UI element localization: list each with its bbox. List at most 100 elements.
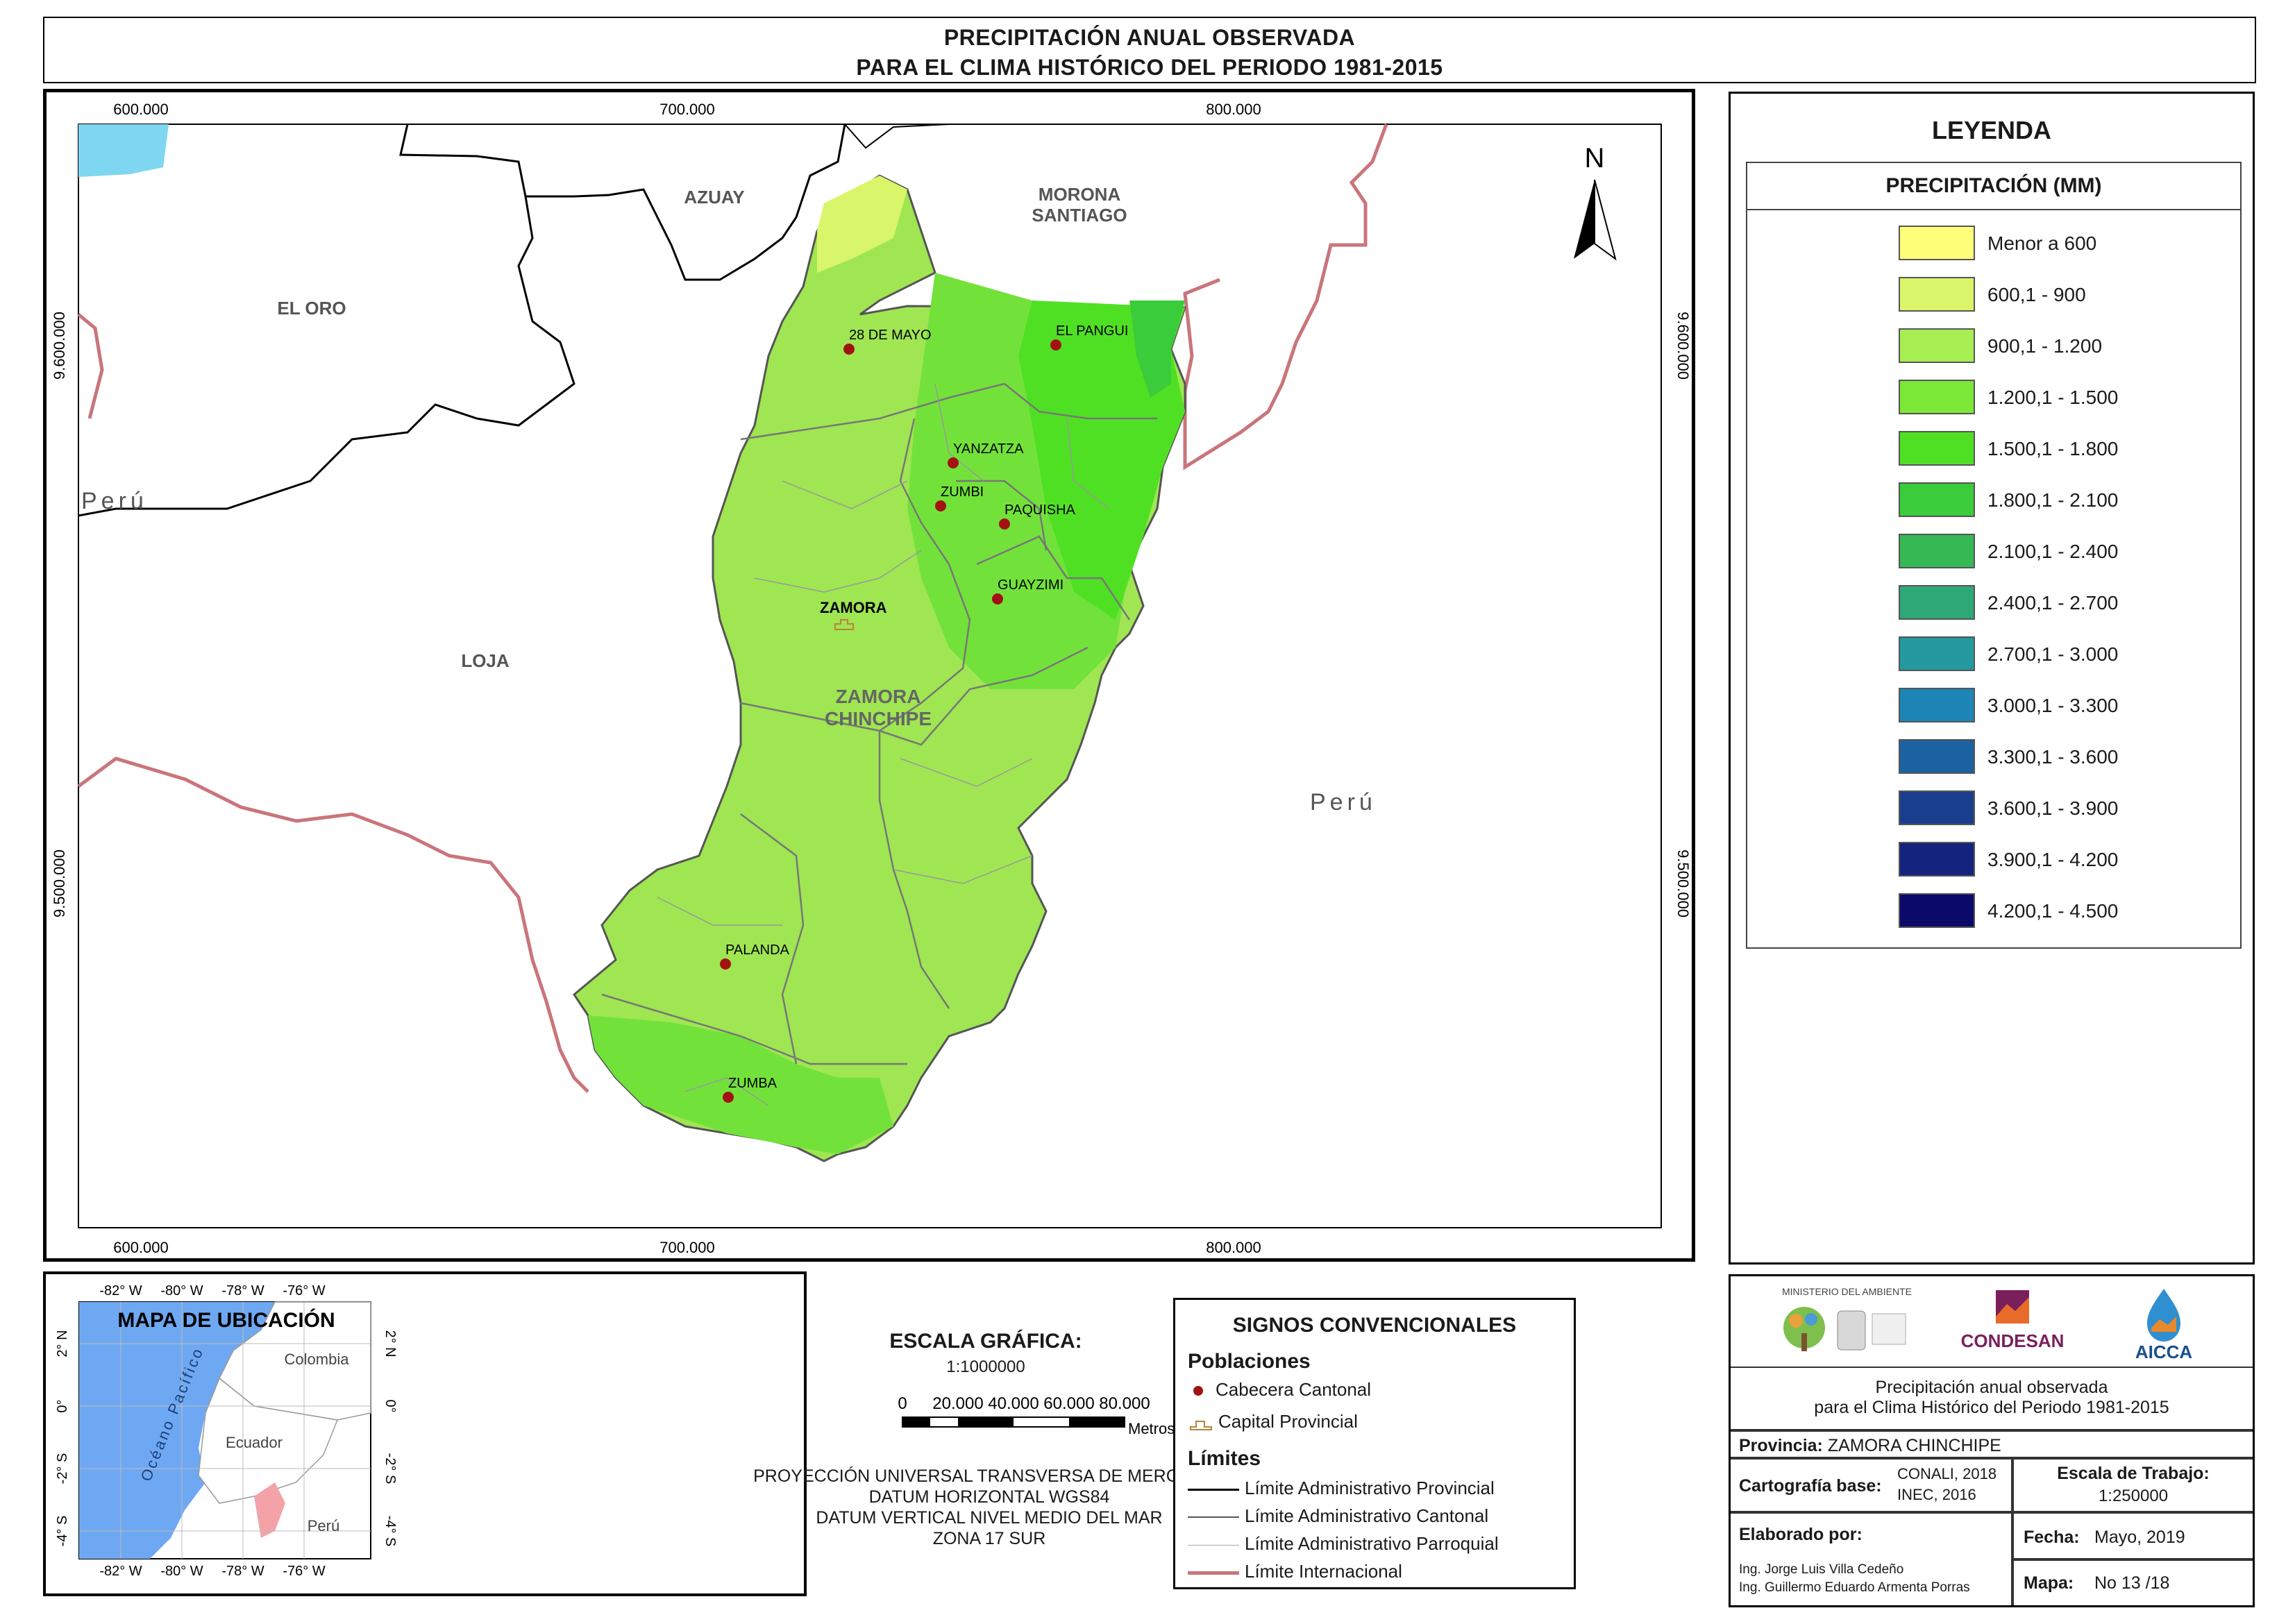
scale-title: ESCALA GRÁFICA: [889, 1330, 1082, 1353]
svg-text:N: N [1585, 143, 1605, 174]
mapa-cell: Mapa: No 13 /18 [2012, 1559, 2253, 1605]
country-label-colombia: Colombia [285, 1351, 350, 1368]
scale-tick-4: 80.000 [1099, 1394, 1150, 1413]
cantonal-boundaries [601, 382, 1157, 1065]
main-map[interactable]: 600.000 700.000 800.000 600.000 700.000 … [47, 92, 1692, 1258]
legend-label-8: 2.400,1 - 2.700 [1987, 592, 2119, 614]
mapa-label: Mapa: [2024, 1573, 2074, 1593]
condesan-logo: CONDESAN [1961, 1290, 2065, 1351]
signos-lim-cant-label: Límite Administrativo Cantonal [1245, 1505, 1489, 1526]
legend-label-11: 3.300,1 - 3.600 [1987, 746, 2119, 768]
precip-zone-south [588, 1015, 893, 1154]
svg-text:ZUMBI: ZUMBI [941, 484, 984, 500]
town-palanda[interactable]: PALANDA [720, 942, 790, 970]
label-peru-east: Perú [1310, 789, 1377, 815]
legend-inner-box: PRECIPITACIÓN (MM) Menor a 600 600,1 - 9… [1746, 162, 2242, 949]
loc-left-tick-3: -2° S [55, 1453, 70, 1485]
mapa-value: No 13 /18 [2094, 1573, 2170, 1593]
carto-label: Cartografía base: [1739, 1476, 1882, 1496]
country-label-peru: Perú [308, 1517, 339, 1534]
scale-unit: Metros [1128, 1420, 1175, 1437]
label-morona-2: SANTIAGO [1032, 205, 1127, 226]
legend-panel: LEYENDA PRECIPITACIÓN (MM) Menor a 600 6… [1729, 92, 2255, 1264]
legend-divider [1747, 209, 2240, 210]
svg-text:YANZATZA: YANZATZA [953, 441, 1024, 457]
description-line-1: Precipitación anual observada [1875, 1378, 2108, 1397]
main-map-frame: 600.000 700.000 800.000 600.000 700.000 … [43, 89, 1695, 1262]
label-loja: LOJA [461, 650, 510, 671]
ministerio-logo [1783, 1307, 1906, 1351]
y-tick-right-1: 9.600.000 [1674, 312, 1692, 380]
loc-top-tick-2: -80° W [160, 1283, 203, 1299]
legend-swatch-8 [1899, 585, 1975, 620]
legend-label-1: Menor a 600 [1987, 232, 2097, 254]
pacific-ocean [79, 1302, 275, 1559]
signos-lim-cant-row: Límite Administrativo Cantonal [1188, 1505, 1488, 1527]
signos-lim-int-row: Límite Internacional [1188, 1561, 1402, 1582]
provincial-boundary-el-oro [78, 196, 575, 517]
carto-value-2: INEC, 2016 [1897, 1486, 1976, 1503]
signos-cabecera-label: Cabecera Cantonal [1216, 1379, 1372, 1400]
legend-label-10: 3.000,1 - 3.300 [1987, 695, 2119, 716]
legend-swatch-12 [1899, 790, 1975, 825]
projection-line-3: DATUM VERTICAL NIVEL MEDIO DEL MAR [816, 1508, 1163, 1528]
legend-label-3: 900,1 - 1.200 [1987, 335, 2103, 357]
scale-tick-3: 60.000 [1043, 1394, 1094, 1413]
international-boundary-loja [77, 756, 589, 1093]
label-azuay: AZUAY [684, 187, 744, 208]
label-zamora-chinchipe-1: ZAMORA [836, 686, 921, 707]
town-zamora[interactable]: ZAMORA [820, 599, 887, 630]
scale-tick-2: 40.000 [988, 1394, 1039, 1413]
town-28-de-mayo[interactable]: 28 DE MAYO [843, 328, 932, 355]
svg-text:28 DE MAYO: 28 DE MAYO [849, 328, 932, 343]
ecuador-shape [198, 1377, 339, 1504]
loc-top-tick-1: -82° W [99, 1283, 142, 1299]
fecha-cell: Fecha: Mayo, 2019 [2012, 1512, 2253, 1559]
label-morona-1: MORONA [1039, 184, 1121, 205]
provincia-cell: Provincia: ZAMORA CHINCHIPE [1731, 1430, 2253, 1458]
loc-top-tick-3: -78° W [221, 1283, 264, 1299]
label-peru-west: Perú [81, 488, 148, 514]
loc-left-tick-1: 2° N [55, 1330, 70, 1357]
town-zumba[interactable]: ZUMBA [723, 1076, 777, 1103]
signos-lim-int-label: Límite Internacional [1245, 1561, 1402, 1582]
legend-label-4: 1.200,1 - 1.500 [1987, 387, 2119, 408]
town-yanzatza[interactable]: YANZATZA [948, 441, 1024, 468]
svg-text:ZAMORA: ZAMORA [820, 599, 887, 616]
town-el-pangui[interactable]: EL PANGUI [1050, 323, 1128, 350]
legend-swatch-4 [1899, 380, 1975, 414]
svg-text:ZUMBA: ZUMBA [728, 1076, 777, 1091]
elaborado-name-2: Ing. Guillermo Eduardo Armenta Porras [1739, 1580, 1970, 1595]
svg-text:PAQUISHA: PAQUISHA [1004, 502, 1076, 518]
legend-swatch-9 [1899, 636, 1975, 671]
signos-limites: Límites [1188, 1447, 1261, 1470]
loc-bottom-tick-2: -80° W [160, 1564, 203, 1579]
town-guayzimi[interactable]: GUAYZIMI [992, 577, 1064, 604]
ocean-patch [78, 124, 169, 177]
escala-value: 1:250000 [2098, 1487, 2169, 1505]
projection-line-1: PROYECCIÓN UNIVERSAL TRANSVERSA DE MERCA… [753, 1466, 1225, 1486]
description-cell: Precipitación anual observada para el Cl… [1731, 1367, 2253, 1430]
signos-capital-row: Capital Provincial [1188, 1411, 1358, 1432]
elaborado-cell: Elaborado por: Ing. Jorge Luis Villa Ced… [1731, 1512, 2012, 1605]
legend-swatch-13 [1899, 842, 1975, 877]
town-paquisha[interactable]: PAQUISHA [999, 502, 1076, 530]
town-zumbi[interactable]: ZUMBI [935, 484, 984, 511]
svg-text:EL PANGUI: EL PANGUI [1056, 323, 1128, 339]
logo-condesan-text: CONDESAN [1961, 1330, 2065, 1351]
loc-bottom-tick-1: -82° W [99, 1564, 142, 1579]
svg-text:PALANDA: PALANDA [725, 942, 790, 958]
location-map[interactable]: -82° W -80° W -78° W -76° W -82° W -80° … [46, 1274, 804, 1593]
signos-lim-prov-label: Límite Administrativo Provincial [1245, 1478, 1495, 1498]
carto-cell: Cartografía base: CONALI, 2018 INEC, 201… [1731, 1458, 2012, 1512]
logo-aicca-text: AICCA [2135, 1342, 2193, 1362]
x-tick-top-2: 700.000 [659, 101, 715, 118]
aicca-logo: AICCA [2135, 1289, 2193, 1362]
projection-block: PROYECCIÓN UNIVERSAL TRANSVERSA DE MERCA… [621, 1466, 1357, 1549]
capital-symbol [1190, 1421, 1212, 1431]
legend-label-6: 1.800,1 - 2.100 [1987, 489, 2119, 511]
conventional-signs-panel: SIGNOS CONVENCIONALES Poblaciones Cabece… [1173, 1298, 1576, 1589]
escala-label: Escala de Trabajo: [2057, 1464, 2210, 1483]
legend-title: LEYENDA [1931, 116, 2052, 144]
loc-right-tick-4: -4° S [382, 1516, 398, 1547]
